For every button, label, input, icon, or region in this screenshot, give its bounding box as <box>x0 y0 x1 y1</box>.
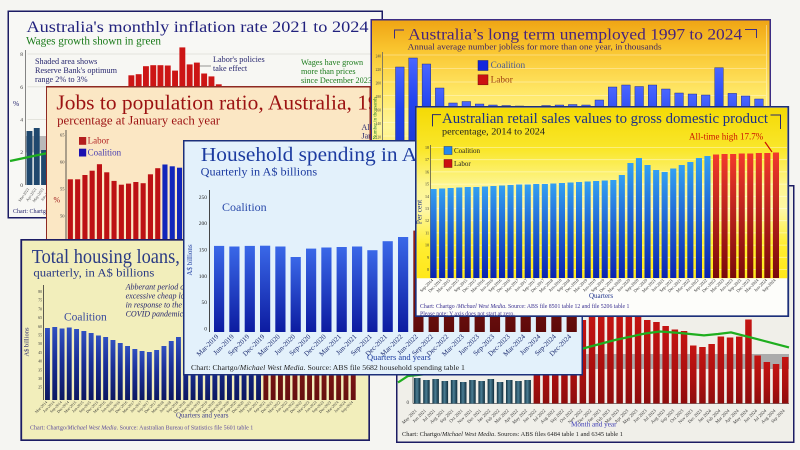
svg-text:2: 2 <box>20 150 23 156</box>
svg-text:Jobs to population ratio, Aust: Jobs to population ratio, Australia, 199… <box>56 91 371 115</box>
svg-text:9: 9 <box>427 255 429 260</box>
svg-text:13: 13 <box>425 206 429 211</box>
svg-text:more than prices: more than prices <box>301 67 356 76</box>
svg-text:120: 120 <box>376 136 382 140</box>
svg-text:140: 140 <box>376 122 382 126</box>
svg-text:Chart: Chartgo /Michael West M: Chart: Chartgo /Michael West Media. Sour… <box>420 303 630 310</box>
svg-text:25: 25 <box>38 386 42 390</box>
svg-text:150: 150 <box>199 247 208 253</box>
svg-text:10: 10 <box>425 243 429 248</box>
svg-text:70: 70 <box>38 307 42 311</box>
svg-text:Chart: Chartgo/Michael West Me: Chart: Chartgo/Michael West Media. Sourc… <box>30 425 253 432</box>
svg-text:65: 65 <box>38 316 42 320</box>
svg-text:75: 75 <box>38 299 42 303</box>
svg-text:in response to the: in response to the <box>126 301 183 310</box>
svg-text:8: 8 <box>20 52 23 58</box>
svg-text:14: 14 <box>425 194 429 199</box>
svg-text:4: 4 <box>20 118 23 124</box>
svg-text:take effect: take effect <box>213 64 248 73</box>
svg-text:80: 80 <box>38 290 42 294</box>
svg-text:55: 55 <box>38 334 42 338</box>
svg-text:Coalition: Coalition <box>88 148 122 158</box>
svg-text:Per cent: Per cent <box>415 199 424 224</box>
svg-text:All-time high 17.7%: All-time high 17.7% <box>689 132 764 142</box>
svg-text:12: 12 <box>425 218 429 223</box>
svg-text:Coalition: Coalition <box>491 61 526 71</box>
svg-text:Month and year: Month and year <box>571 421 617 429</box>
svg-text:Coalition: Coalition <box>222 200 267 214</box>
svg-text:15: 15 <box>425 182 429 187</box>
svg-text:Please note: Y axis does not s: Please note: Y axis does not start at ze… <box>420 312 515 318</box>
svg-text:A$ billions: A$ billions <box>24 327 31 357</box>
svg-text:0: 0 <box>20 183 23 189</box>
svg-text:since December 2023: since December 2023 <box>301 76 372 85</box>
svg-text:30: 30 <box>38 377 42 381</box>
svg-text:Labor: Labor <box>454 160 471 168</box>
svg-text:%: % <box>54 196 61 205</box>
svg-text:Quarters and years: Quarters and years <box>367 352 431 362</box>
svg-text:Number in thousands: Number in thousands <box>374 97 379 140</box>
svg-text:Labor: Labor <box>491 76 514 86</box>
svg-text:Alba: Alba <box>362 123 372 132</box>
svg-text:Coalition: Coalition <box>454 147 481 155</box>
svg-text:Abberant period of: Abberant period of <box>125 283 189 292</box>
svg-text:Australia’s long term unemploy: Australia’s long term unemployed 1997 to… <box>408 26 742 43</box>
svg-text:Wages have grown: Wages have grown <box>301 58 363 67</box>
svg-text:Reserve Bank's optimum: Reserve Bank's optimum <box>35 66 118 75</box>
svg-text:range 2% to 3%: range 2% to 3% <box>35 75 88 84</box>
svg-text:Household spending in Australi: Household spending in Australia <box>201 145 480 166</box>
svg-text:COVID pandemic: COVID pandemic <box>126 310 184 319</box>
svg-text:Coalition: Coalition <box>64 312 107 324</box>
svg-text:160: 160 <box>376 109 382 113</box>
svg-text:180: 180 <box>376 95 382 99</box>
svg-text:0: 0 <box>407 401 410 406</box>
svg-text:percentage at January each yea: percentage at January each year <box>57 114 221 128</box>
svg-text:Quarterly in A$ billions: Quarterly in A$ billions <box>201 166 318 179</box>
svg-text:Jan 2: Jan 2 <box>362 132 372 141</box>
svg-text:55: 55 <box>60 186 65 191</box>
svg-text:Labor: Labor <box>88 136 110 146</box>
svg-text:quarterly, in A$ billions: quarterly, in A$ billions <box>33 266 154 280</box>
svg-text:200: 200 <box>376 82 382 86</box>
svg-text:11: 11 <box>425 230 429 235</box>
svg-text:%: % <box>13 99 19 108</box>
svg-text:0: 0 <box>204 327 207 333</box>
svg-text:220: 220 <box>376 68 382 72</box>
svg-text:Quarters: Quarters <box>589 292 613 300</box>
svg-text:17: 17 <box>425 157 429 162</box>
svg-text:Australian retail sales values: Australian retail sales values to gross … <box>442 111 768 127</box>
svg-text:Labor's policies: Labor's policies <box>213 55 265 64</box>
svg-text:240: 240 <box>376 55 382 59</box>
svg-text:50: 50 <box>38 342 42 346</box>
svg-text:40: 40 <box>38 360 42 364</box>
svg-text:45: 45 <box>38 351 42 355</box>
svg-text:60: 60 <box>60 159 65 164</box>
svg-text:Australia's monthly inflation: Australia's monthly inflation rate 2021 … <box>27 18 369 36</box>
svg-text:50: 50 <box>60 213 65 218</box>
svg-text:250: 250 <box>199 195 208 201</box>
svg-text:18: 18 <box>425 145 429 150</box>
svg-text:Shaded area shows: Shaded area shows <box>35 57 97 66</box>
svg-text:16: 16 <box>425 169 429 174</box>
svg-text:A$ billions: A$ billions <box>186 244 194 276</box>
svg-text:Chart: Chartgo/Michael West Me: Chart: Chartgo/Michael West Media. Sourc… <box>191 363 465 372</box>
svg-text:percentage, 2014 to 2024: percentage, 2014 to 2024 <box>442 128 545 138</box>
svg-text:Quarters and years: Quarters and years <box>176 412 229 420</box>
svg-text:excessive cheap loans: excessive cheap loans <box>126 292 196 301</box>
svg-text:6: 6 <box>20 85 23 91</box>
svg-text:Chart: Chartgo/Michael West Me: Chart: Chartgo/Michael West Media. Sourc… <box>402 431 623 438</box>
svg-text:Wages growth shown in green: Wages growth shown in green <box>26 36 161 48</box>
svg-text:200: 200 <box>199 221 208 227</box>
svg-text:35: 35 <box>38 368 42 372</box>
svg-text:50: 50 <box>202 300 208 306</box>
svg-text:100: 100 <box>199 274 208 280</box>
svg-text:8: 8 <box>427 267 429 272</box>
svg-text:60: 60 <box>38 325 42 329</box>
svg-text:65: 65 <box>60 132 65 137</box>
svg-text:Annual average number jobless: Annual average number jobless for more t… <box>408 43 662 52</box>
